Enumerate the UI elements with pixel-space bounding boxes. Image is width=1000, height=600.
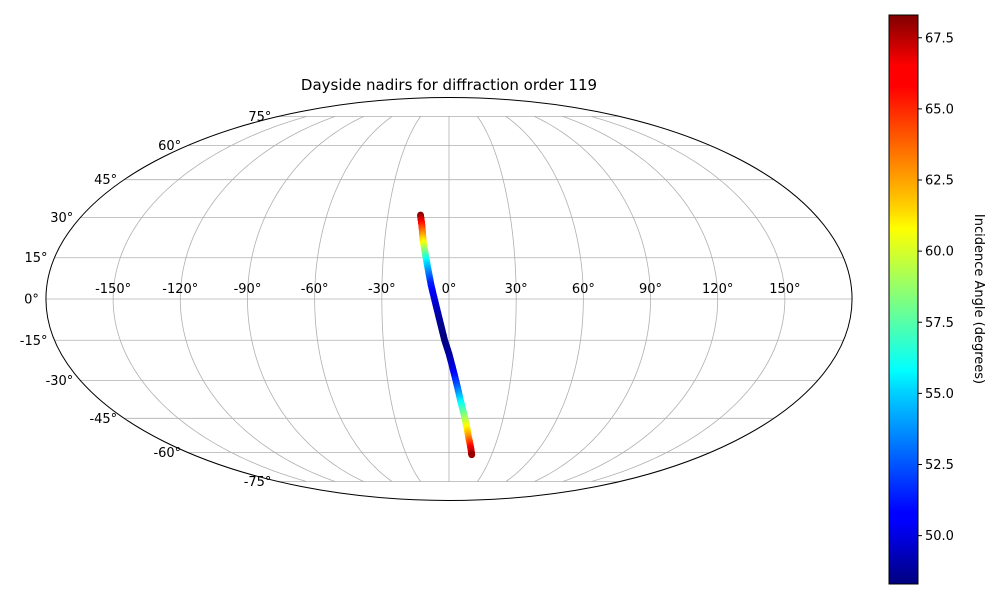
graticule [45, 116, 853, 482]
colorbar-gradient [888, 14, 919, 585]
colorbar-label: Incidence Angle (degrees) [971, 214, 986, 384]
track-points [417, 211, 476, 459]
map-boundary [45, 96, 853, 502]
track-point [468, 451, 476, 459]
latitude-tick-label: 75° [248, 110, 271, 125]
latitude-tick-label: 0° [24, 293, 39, 308]
colorbar-tick-label: 65.0 [925, 102, 954, 117]
chart-title: Dayside nadirs for diffraction order 119 [301, 76, 597, 94]
colorbar-tick-label: 50.0 [925, 529, 954, 544]
longitude-tick-label: -150° [95, 282, 131, 297]
longitude-tick-label: 0° [442, 282, 457, 297]
longitude-tick-label: 60° [572, 282, 595, 297]
colorbar: 50.0 52.5 55.0 57.5 60.0 62.5 65.0 67.5 Inciden… [888, 14, 986, 585]
latitude-tick-label: 60° [158, 139, 181, 154]
latitude-tick-label: -60° [153, 446, 181, 461]
longitude-tick-label: 150° [769, 282, 800, 297]
colorbar-tick-label: 55.0 [925, 387, 954, 402]
colorbar-tick-label: 67.5 [925, 31, 954, 46]
longitude-tick-label: -120° [162, 282, 198, 297]
longitude-tick-label: -60° [301, 282, 329, 297]
latitude-tick-label: 45° [94, 173, 117, 188]
longitude-tick-label: -30° [368, 282, 396, 297]
colorbar-tick-label: 62.5 [925, 174, 954, 189]
latitude-tick-label: -30° [46, 374, 74, 389]
latitude-tick-labels: 75° 60° 45° 30° 15° 0° -15° -30° -45° -60° -75° [20, 110, 272, 490]
colorbar-tick-label: 60.0 [925, 245, 954, 260]
longitude-tick-labels: -150° -120° -90° -60° -30° 0° 30° 60° 90° 120° 150… [95, 282, 800, 297]
longitude-tick-label: 90° [639, 282, 662, 297]
latitude-tick-label: 15° [24, 251, 47, 266]
longitude-tick-label: 120° [702, 282, 733, 297]
longitude-tick-label: -90° [234, 282, 262, 297]
map-outline [45, 96, 853, 502]
latitude-tick-label: 30° [50, 211, 73, 226]
latitude-tick-label: -75° [244, 475, 272, 490]
latitude-tick-label: -15° [20, 334, 48, 349]
colorbar-tick-label: 52.5 [925, 458, 954, 473]
latitude-tick-label: -45° [89, 412, 117, 427]
colorbar-ticks: 50.0 52.5 55.0 57.5 60.0 62.5 65.0 67.5 [918, 31, 954, 544]
colorbar-tick-label: 57.5 [925, 316, 954, 331]
longitude-tick-label: 30° [505, 282, 528, 297]
